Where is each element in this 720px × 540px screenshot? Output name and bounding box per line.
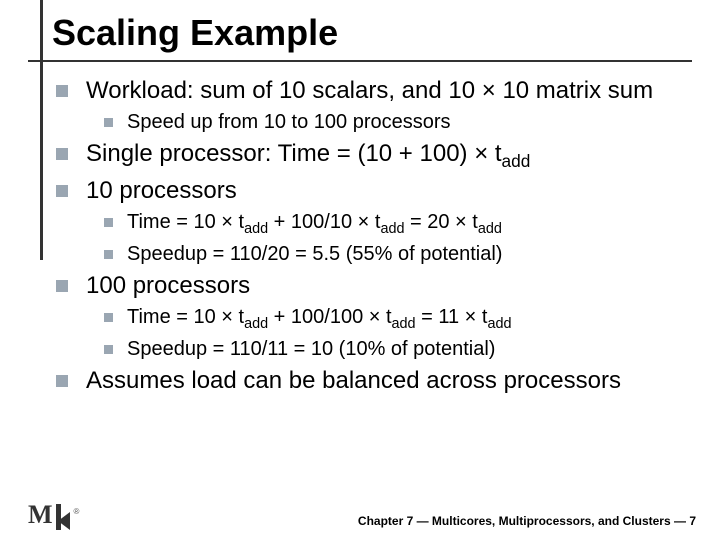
bullet-square-icon xyxy=(56,85,68,97)
text-fragment: + 100/10 × t xyxy=(268,211,380,233)
bullet-text: Time = 10 × tadd + 100/10 × tadd = 20 × … xyxy=(127,210,502,238)
bullet-level1: 10 processors xyxy=(56,176,692,206)
text-fragment: = 20 × t xyxy=(404,211,477,233)
registered-icon: ® xyxy=(74,507,80,516)
subscript: add xyxy=(380,221,404,237)
bullet-level2: Speedup = 110/20 = 5.5 (55% of potential… xyxy=(104,242,692,267)
text-fragment: Time = 10 × t xyxy=(127,211,244,233)
bullet-square-icon xyxy=(56,375,68,387)
bullet-level2: Speed up from 10 to 100 processors xyxy=(104,110,692,135)
title-rule: Scaling Example xyxy=(28,12,692,62)
slide-title: Scaling Example xyxy=(28,12,692,54)
bullet-text: Time = 10 × tadd + 100/100 × tadd = 11 ×… xyxy=(127,305,511,333)
bullet-square-icon xyxy=(104,250,113,259)
bullet-square-icon xyxy=(56,185,68,197)
publisher-logo: M ® xyxy=(28,500,79,530)
text-fragment: + 100/100 × t xyxy=(268,306,391,328)
subscript: add xyxy=(244,221,268,237)
bullet-level1: 100 processors xyxy=(56,271,692,301)
bullet-level1: Workload: sum of 10 scalars, and 10 × 10… xyxy=(56,76,692,106)
subscript: add xyxy=(502,151,531,171)
bullet-text: Speedup = 110/20 = 5.5 (55% of potential… xyxy=(127,242,502,267)
text-fragment: = 11 × t xyxy=(416,306,488,328)
bullet-text: 100 processors xyxy=(86,271,250,301)
subscript: add xyxy=(487,316,511,332)
logo-letter-k-icon xyxy=(53,504,71,530)
text-fragment: Time = 10 × t xyxy=(127,306,244,328)
bullet-square-icon xyxy=(104,118,113,127)
bullet-text: Assumes load can be balanced across proc… xyxy=(86,366,621,396)
bullet-square-icon xyxy=(56,280,68,292)
bullet-text: Speedup = 110/11 = 10 (10% of potential) xyxy=(127,337,495,362)
bullet-text: Single processor: Time = (10 + 100) × ta… xyxy=(86,139,530,172)
bullet-square-icon xyxy=(104,345,113,354)
bullet-level2: Time = 10 × tadd + 100/10 × tadd = 20 × … xyxy=(104,210,692,238)
logo-letter-m: M xyxy=(28,500,52,530)
bullet-level1: Single processor: Time = (10 + 100) × ta… xyxy=(56,139,692,172)
bullet-text: 10 processors xyxy=(86,176,237,206)
content-area: Workload: sum of 10 scalars, and 10 × 10… xyxy=(28,76,692,396)
bullet-square-icon xyxy=(104,313,113,322)
text-fragment: Single processor: Time = (10 + 100) × t xyxy=(86,140,502,167)
bullet-square-icon xyxy=(104,218,113,227)
bullet-level1: Assumes load can be balanced across proc… xyxy=(56,366,692,396)
bullet-level2: Speedup = 110/11 = 10 (10% of potential) xyxy=(104,337,692,362)
subscript: add xyxy=(478,221,502,237)
subscript: add xyxy=(392,316,416,332)
bullet-text: Workload: sum of 10 scalars, and 10 × 10… xyxy=(86,76,653,106)
subscript: add xyxy=(244,316,268,332)
slide-footer: Chapter 7 — Multicores, Multiprocessors,… xyxy=(358,514,696,528)
bullet-level2: Time = 10 × tadd + 100/100 × tadd = 11 ×… xyxy=(104,305,692,333)
bullet-square-icon xyxy=(56,148,68,160)
bullet-text: Speed up from 10 to 100 processors xyxy=(127,110,451,135)
